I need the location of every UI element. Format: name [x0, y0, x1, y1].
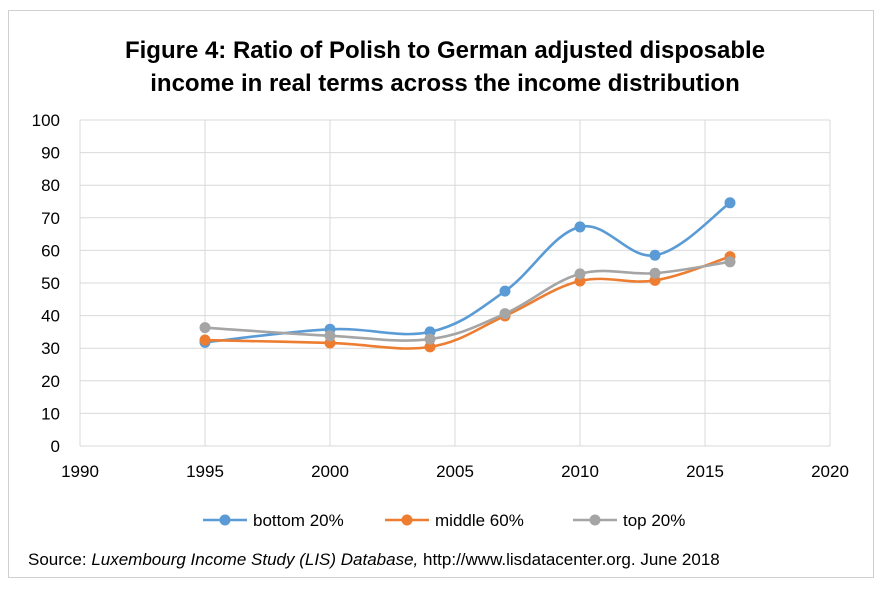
data-point-top-20 — [199, 322, 211, 334]
x-tick-label: 2005 — [436, 462, 474, 481]
data-point-top-20 — [499, 308, 511, 320]
data-point-top-20 — [324, 330, 336, 342]
legend-label-middle-60: middle 60% — [435, 511, 524, 530]
legend-label-top-20: top 20% — [623, 511, 685, 530]
legend-marker-bottom-20 — [219, 514, 231, 526]
y-tick-label: 10 — [41, 404, 60, 423]
data-point-top-20 — [724, 256, 736, 268]
legend-marker-middle-60 — [401, 514, 413, 526]
y-tick-label: 20 — [41, 372, 60, 391]
data-point-bottom-20 — [499, 285, 511, 297]
x-tick-label: 2020 — [811, 462, 849, 481]
data-point-bottom-20 — [574, 221, 586, 233]
source-database-name: Luxembourg Income Study (LIS) Database, — [91, 550, 419, 569]
y-tick-label: 70 — [41, 209, 60, 228]
y-tick-label: 100 — [32, 111, 60, 130]
x-tick-label: 2000 — [311, 462, 349, 481]
source-note: Source: Luxembourg Income Study (LIS) Da… — [28, 550, 720, 570]
chart-title-line-2: income in real terms across the income d… — [150, 70, 740, 97]
y-tick-label: 0 — [51, 437, 60, 456]
chart-frame — [8, 10, 874, 578]
y-tick-label: 50 — [41, 274, 60, 293]
y-tick-label: 30 — [41, 339, 60, 358]
y-tick-label: 90 — [41, 144, 60, 163]
data-point-bottom-20 — [649, 249, 661, 261]
data-point-top-20 — [424, 333, 436, 345]
x-tick-label: 2010 — [561, 462, 599, 481]
x-tick-label: 1990 — [61, 462, 99, 481]
chart-title-line-1: Figure 4: Ratio of Polish to German adju… — [124, 37, 766, 64]
legend-label-bottom-20: bottom 20% — [253, 511, 344, 530]
source-url-date: http://www.lisdatacenter.org. June 2018 — [418, 550, 720, 569]
data-point-top-20 — [574, 268, 586, 280]
data-point-middle-60 — [199, 334, 211, 346]
data-point-top-20 — [649, 267, 661, 279]
data-point-bottom-20 — [724, 197, 736, 209]
y-tick-label: 80 — [41, 176, 60, 195]
y-tick-label: 40 — [41, 307, 60, 326]
source-prefix: Source: — [28, 550, 92, 569]
legend-marker-top-20 — [589, 514, 601, 526]
data-point-middle-60 — [424, 341, 436, 353]
x-tick-label: 1995 — [186, 462, 224, 481]
y-tick-label: 60 — [41, 241, 60, 260]
x-tick-label: 2015 — [686, 462, 724, 481]
chart-title: Figure 4: Ratio of Polish to German adju… — [0, 34, 890, 100]
